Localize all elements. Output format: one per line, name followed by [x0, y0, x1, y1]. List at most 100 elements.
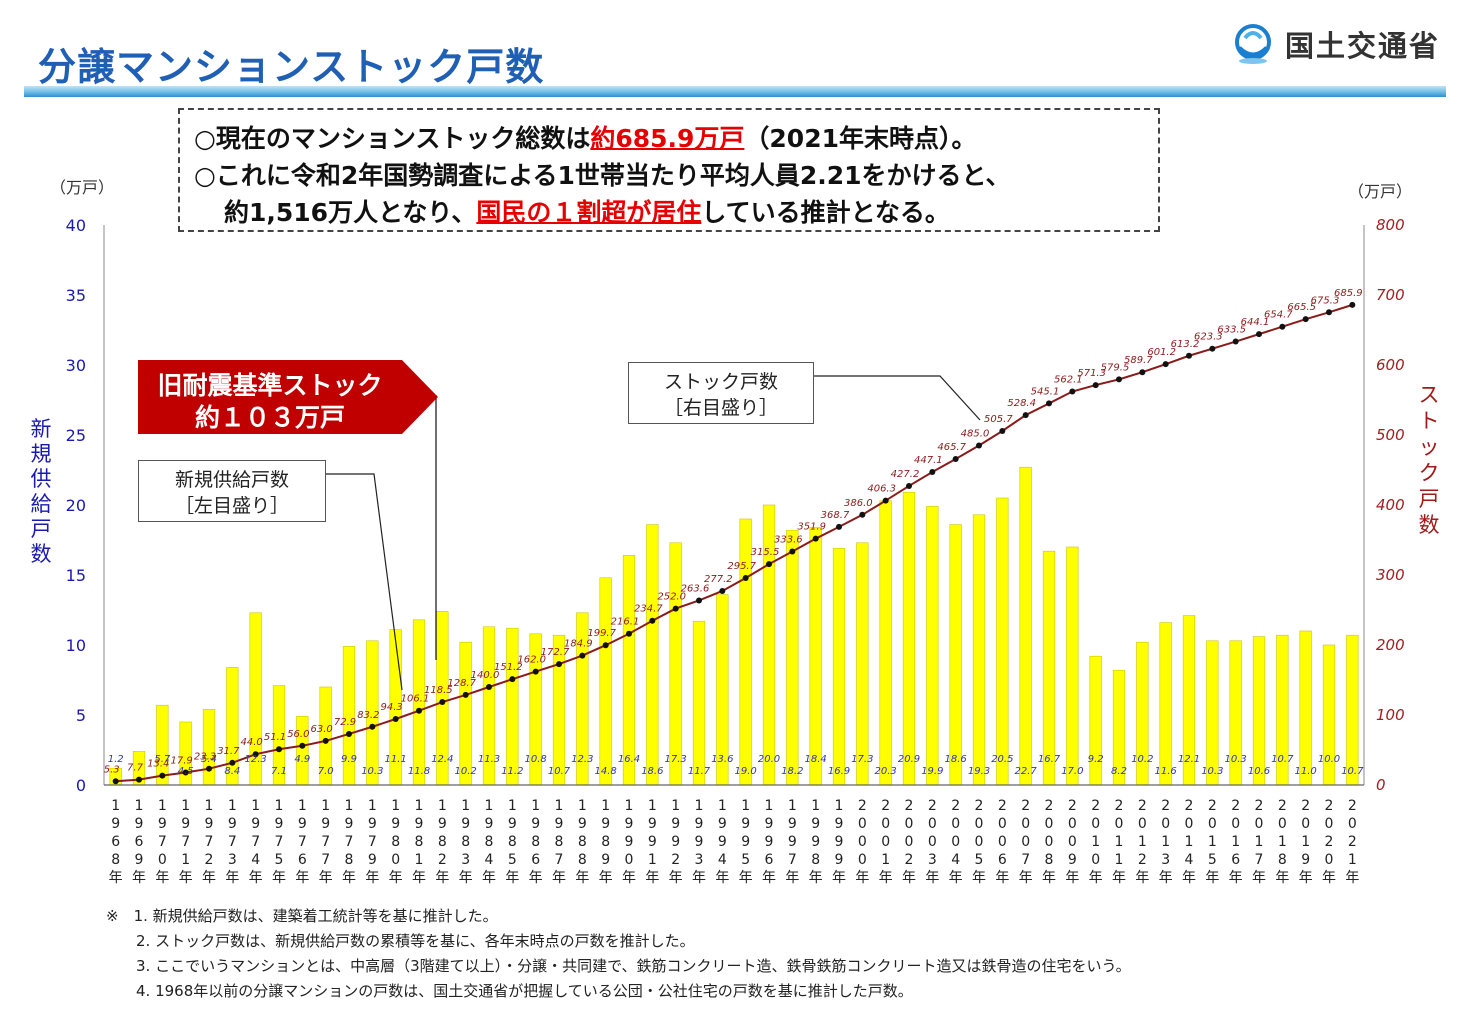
stock-legend-callout: ストック戸数 ［右目盛り］	[628, 362, 814, 424]
left-tick-30: 30	[65, 356, 86, 375]
supply-bar	[1089, 655, 1102, 786]
supply-value-label: 19.3	[968, 766, 990, 777]
stock-value-label: 252.0	[657, 592, 686, 603]
supply-bar	[1206, 640, 1219, 786]
stock-value-label: 633.5	[1217, 325, 1246, 336]
old-standard-callout-line-1: 旧耐震基準ストック	[157, 371, 383, 400]
stock-value-label: 172.7	[541, 647, 570, 658]
supply-value-label: 4.5	[178, 766, 194, 777]
stock-value-label: 465.7	[937, 442, 966, 453]
title-underline-bar	[24, 86, 1446, 97]
stock-point	[486, 684, 492, 690]
stock-value-label: 63.0	[311, 724, 333, 735]
stock-point	[1139, 369, 1146, 376]
supply-value-label: 10.3	[361, 766, 383, 777]
stock-value-label: 675.3	[1311, 295, 1340, 306]
supply-bar	[459, 641, 472, 786]
supply-value-label: 10.2	[1131, 754, 1153, 765]
supply-value-label: 16.9	[828, 766, 850, 777]
summary-line-3: 約1,516万人となり、国民の１割超が居住している推計となる。	[194, 194, 1158, 231]
supply-bar	[506, 627, 519, 786]
summary-line-3-post: している推計となる。	[701, 198, 950, 227]
supply-value-label: 7.0	[318, 766, 334, 777]
stock-value-label: 17.9	[171, 755, 193, 766]
stock-value-label: 13.4	[147, 759, 169, 770]
stock-value-label: 5.3	[104, 764, 120, 775]
supply-value-label: 16.7	[1038, 754, 1061, 765]
stock-point	[1279, 323, 1286, 330]
supply-value-label: 20.9	[898, 754, 920, 765]
supply-value-label: 11.3	[478, 754, 500, 765]
supply-value-label: 22.7	[1015, 766, 1038, 777]
supply-value-label: 19.9	[921, 766, 943, 777]
stock-point	[1302, 316, 1309, 323]
supply-bar	[1159, 622, 1172, 786]
stock-value-label: 263.6	[681, 583, 710, 594]
supply-value-label: 4.9	[294, 754, 310, 765]
stock-point	[766, 561, 772, 568]
stock-point	[136, 776, 142, 783]
supply-value-label: 18.4	[805, 754, 827, 765]
supply-value-label: 10.0	[1318, 754, 1340, 765]
supply-value-label: 10.7	[548, 766, 571, 777]
supply-bar	[879, 500, 892, 786]
left-tick-20: 20	[65, 496, 86, 515]
stock-point	[299, 742, 306, 749]
stock-point	[1349, 301, 1356, 308]
supply-value-label: 20.3	[875, 766, 897, 777]
summary-resident-share: 国民の１割超が居住	[476, 198, 702, 227]
stock-value-label: 151.2	[494, 662, 523, 673]
stock-point	[812, 535, 819, 542]
footnote-3: 3. ここでいうマンションとは、中高層（3階建て以上）・分譲・共同建で、鉄筋コン…	[136, 957, 1131, 975]
stock-point	[439, 699, 446, 706]
stock-value-label: 216.1	[611, 617, 640, 628]
right-tick-400: 400	[1376, 496, 1405, 514]
supply-value-label: 8.4	[224, 766, 240, 777]
summary-line-1-pre: ○現在のマンションストック総数は	[194, 124, 591, 153]
stock-value-label: 23.3	[194, 752, 216, 763]
stock-point	[742, 575, 749, 582]
stock-point	[509, 676, 516, 683]
supply-value-label: 12.1	[1178, 754, 1200, 765]
left-tick-35: 35	[65, 286, 86, 305]
supply-value-label: 12.3	[571, 754, 593, 765]
supply-value-label: 1.2	[108, 754, 124, 765]
right-axis-title: ストック戸数	[1418, 383, 1440, 537]
supply-bar	[1346, 634, 1359, 786]
summary-line-3-pre: 約1,516万人となり、	[224, 198, 477, 227]
stock-legend-line-2: ［右目盛り］	[663, 397, 778, 419]
stock-point	[789, 548, 796, 555]
left-axis-unit: （万戸）	[50, 178, 115, 197]
stock-value-label: 579.5	[1101, 362, 1130, 373]
supply-bar	[949, 524, 962, 786]
stock-point	[1069, 388, 1076, 395]
supply-value-label: 17.3	[665, 754, 687, 765]
supply-value-label: 10.8	[525, 754, 547, 765]
supply-bar	[202, 709, 216, 786]
stock-point	[1256, 331, 1262, 338]
supply-legend-line-2: ［左目盛り］	[174, 495, 289, 517]
stock-value-label: 51.1	[264, 732, 286, 743]
supply-bar	[622, 555, 636, 786]
supply-legend-callout: 新規供給戸数 ［左目盛り］	[138, 460, 326, 522]
summary-total-stock: 約685.9万戸	[590, 124, 745, 153]
supply-value-label: 14.8	[595, 766, 617, 777]
supply-value-label: 12.3	[245, 754, 267, 765]
